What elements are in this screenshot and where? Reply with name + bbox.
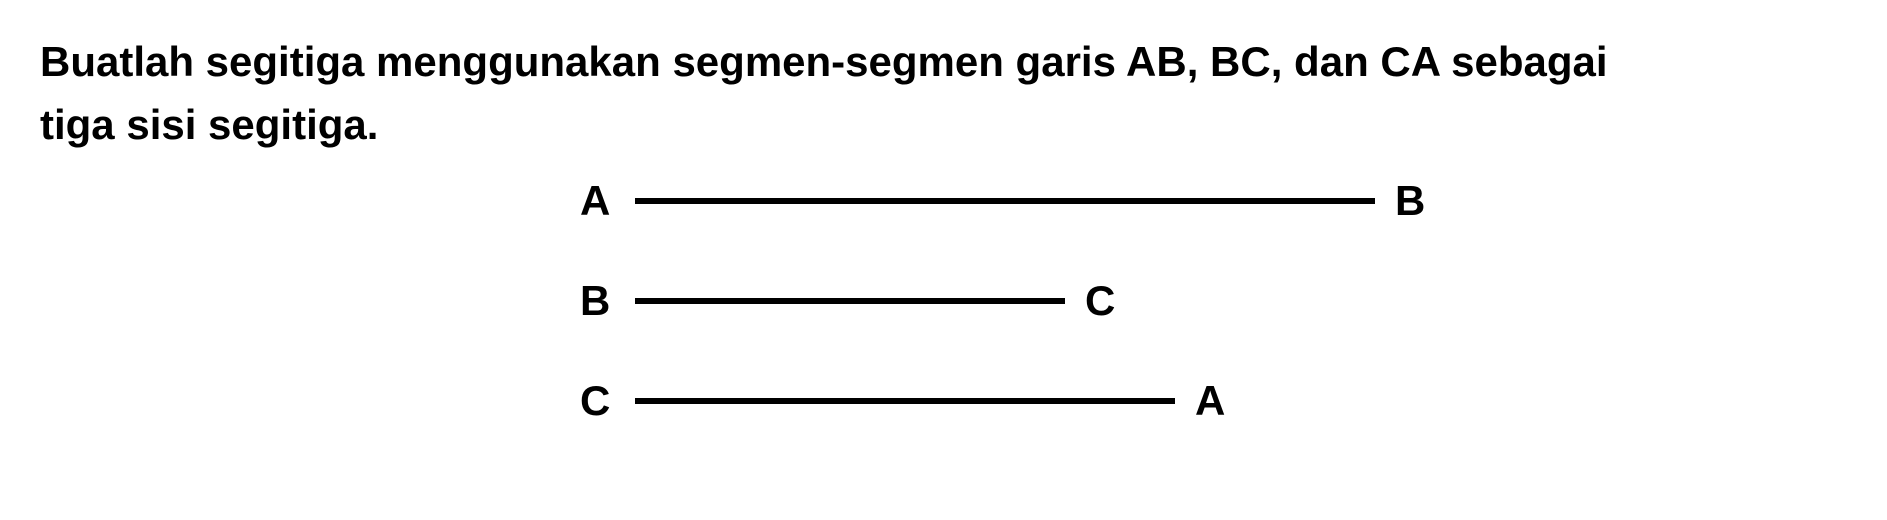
- segment-row-ca: C A: [580, 376, 1847, 426]
- segments-container: A B B C C A: [40, 176, 1847, 426]
- segment-row-bc: B C: [580, 276, 1847, 326]
- segment-start-label: B: [580, 277, 630, 325]
- segment-start-label: A: [580, 177, 630, 225]
- segment-line-ca: [635, 398, 1175, 404]
- segment-end-label: C: [1085, 277, 1115, 325]
- segment-end-label: B: [1395, 177, 1425, 225]
- segment-line-bc: [635, 298, 1065, 304]
- question-line-1: Buatlah segitiga menggunakan segmen-segm…: [40, 38, 1608, 85]
- segment-end-label: A: [1195, 377, 1225, 425]
- segment-start-label: C: [580, 377, 630, 425]
- question-line-2: tiga sisi segitiga.: [40, 101, 378, 148]
- question-text: Buatlah segitiga menggunakan segmen-segm…: [40, 30, 1847, 156]
- segment-line-ab: [635, 198, 1375, 204]
- segment-row-ab: A B: [580, 176, 1847, 226]
